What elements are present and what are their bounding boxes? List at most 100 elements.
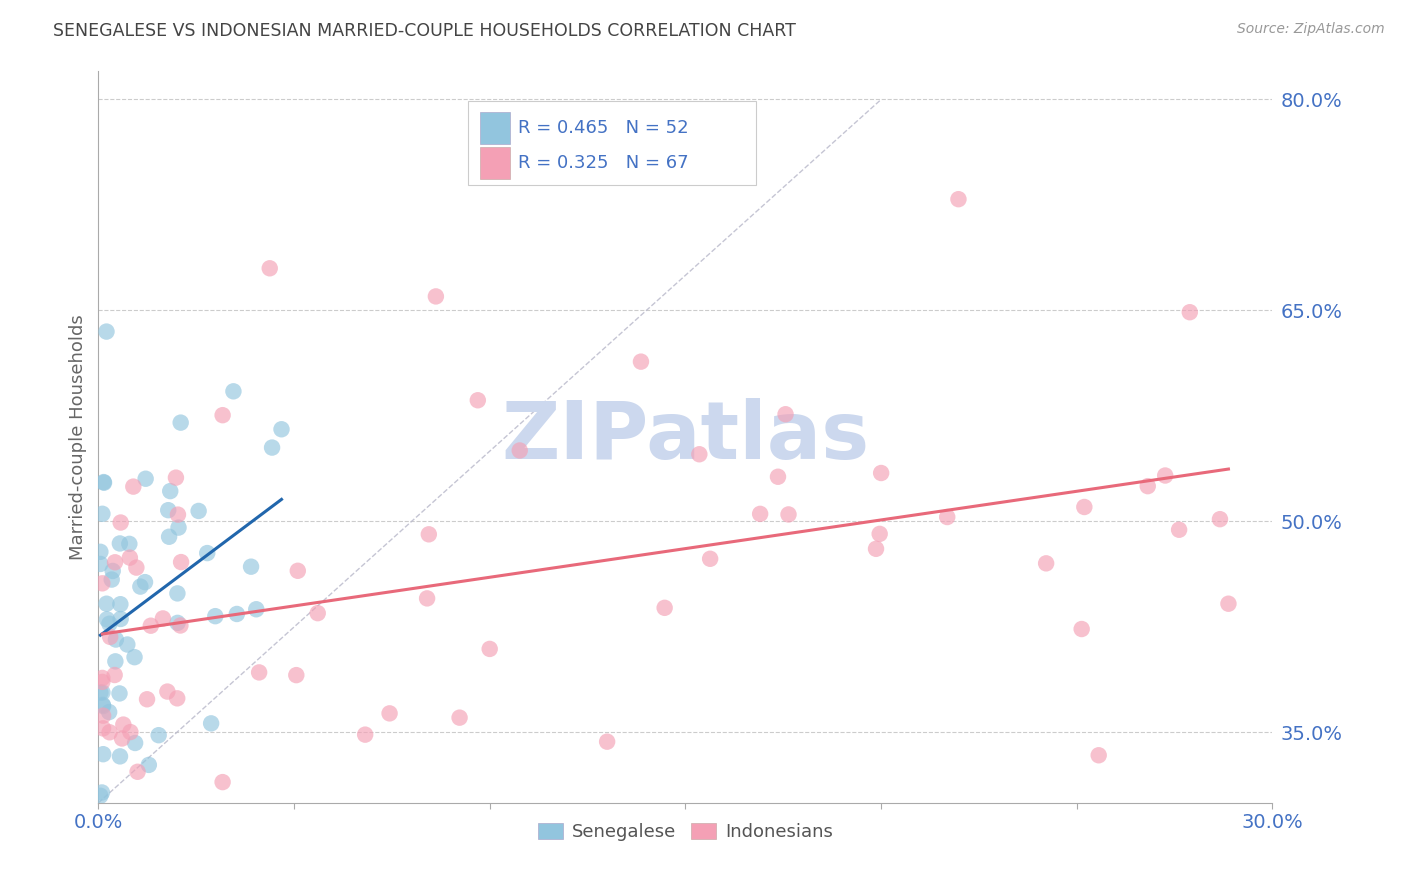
Point — [262, 441, 284, 455]
FancyBboxPatch shape — [479, 146, 510, 179]
Point — [766, 469, 789, 483]
Point — [245, 602, 267, 616]
Point — [96, 325, 118, 339]
Point — [865, 541, 887, 556]
Point — [96, 612, 118, 626]
Point — [157, 503, 180, 517]
Point — [91, 722, 114, 736]
Point — [91, 747, 114, 762]
Point — [117, 638, 139, 652]
Point — [509, 443, 531, 458]
Point — [98, 616, 121, 631]
Point — [129, 580, 152, 594]
Point — [124, 650, 146, 665]
Point — [108, 686, 131, 700]
Point — [139, 618, 162, 632]
Point — [630, 354, 652, 368]
Point — [1070, 622, 1092, 636]
Point — [157, 530, 180, 544]
Point — [93, 475, 115, 489]
Point — [1073, 500, 1095, 514]
Point — [98, 725, 121, 739]
Point — [108, 536, 131, 550]
Point — [91, 576, 114, 591]
Point — [104, 632, 127, 647]
Point — [101, 564, 124, 578]
Point — [118, 537, 141, 551]
Y-axis label: Married-couple Households: Married-couple Households — [69, 314, 87, 560]
Point — [259, 261, 281, 276]
Point — [449, 711, 471, 725]
Point — [749, 507, 772, 521]
Point — [467, 393, 489, 408]
Point — [166, 691, 188, 706]
Point — [120, 725, 142, 739]
Point — [91, 708, 114, 723]
Point — [91, 671, 114, 685]
Point — [91, 805, 114, 819]
Point — [138, 758, 160, 772]
Point — [416, 591, 439, 606]
Point — [699, 551, 721, 566]
Point — [136, 692, 159, 706]
Point — [307, 606, 329, 620]
Point — [948, 192, 970, 206]
Text: R = 0.325   N = 67: R = 0.325 N = 67 — [517, 153, 688, 172]
Point — [654, 600, 676, 615]
Point — [1218, 597, 1240, 611]
Point — [195, 546, 218, 560]
Point — [870, 466, 893, 480]
Point — [775, 407, 797, 421]
Point — [287, 564, 309, 578]
Point — [1035, 557, 1057, 571]
Point — [104, 668, 127, 682]
Point — [93, 475, 115, 490]
Point — [98, 705, 121, 719]
Point — [166, 615, 188, 630]
Point — [91, 507, 114, 521]
Point — [124, 736, 146, 750]
Point — [1168, 523, 1191, 537]
Point — [187, 504, 209, 518]
Text: SENEGALESE VS INDONESIAN MARRIED-COUPLE HOUSEHOLDS CORRELATION CHART: SENEGALESE VS INDONESIAN MARRIED-COUPLE … — [53, 22, 796, 40]
Point — [111, 731, 134, 746]
Point — [166, 586, 188, 600]
Point — [167, 508, 190, 522]
Point — [156, 684, 179, 698]
Point — [1136, 479, 1159, 493]
Point — [688, 447, 710, 461]
Point — [170, 555, 193, 569]
Point — [200, 716, 222, 731]
Legend: Senegalese, Indonesians: Senegalese, Indonesians — [530, 816, 841, 848]
Point — [89, 789, 111, 803]
Point — [134, 575, 156, 590]
Point — [418, 527, 440, 541]
Point — [91, 685, 114, 699]
Point — [91, 785, 114, 799]
Point — [127, 764, 149, 779]
Text: R = 0.465   N = 52: R = 0.465 N = 52 — [517, 119, 688, 136]
Point — [1209, 512, 1232, 526]
Point — [211, 775, 233, 789]
Point — [240, 559, 263, 574]
Point — [165, 470, 187, 484]
Point — [169, 618, 191, 632]
Point — [148, 728, 170, 742]
Point — [104, 654, 127, 668]
Point — [170, 416, 193, 430]
Point — [1087, 748, 1109, 763]
Point — [104, 555, 127, 569]
Point — [110, 612, 132, 626]
Point — [100, 573, 122, 587]
Point — [110, 516, 132, 530]
Point — [89, 685, 111, 699]
Text: ZIPatlas: ZIPatlas — [502, 398, 869, 476]
Point — [159, 484, 181, 499]
Point — [118, 550, 141, 565]
Point — [125, 560, 148, 574]
Point — [110, 597, 132, 611]
Point — [211, 408, 233, 422]
Point — [112, 717, 135, 731]
Point — [204, 609, 226, 624]
Point — [91, 674, 114, 689]
